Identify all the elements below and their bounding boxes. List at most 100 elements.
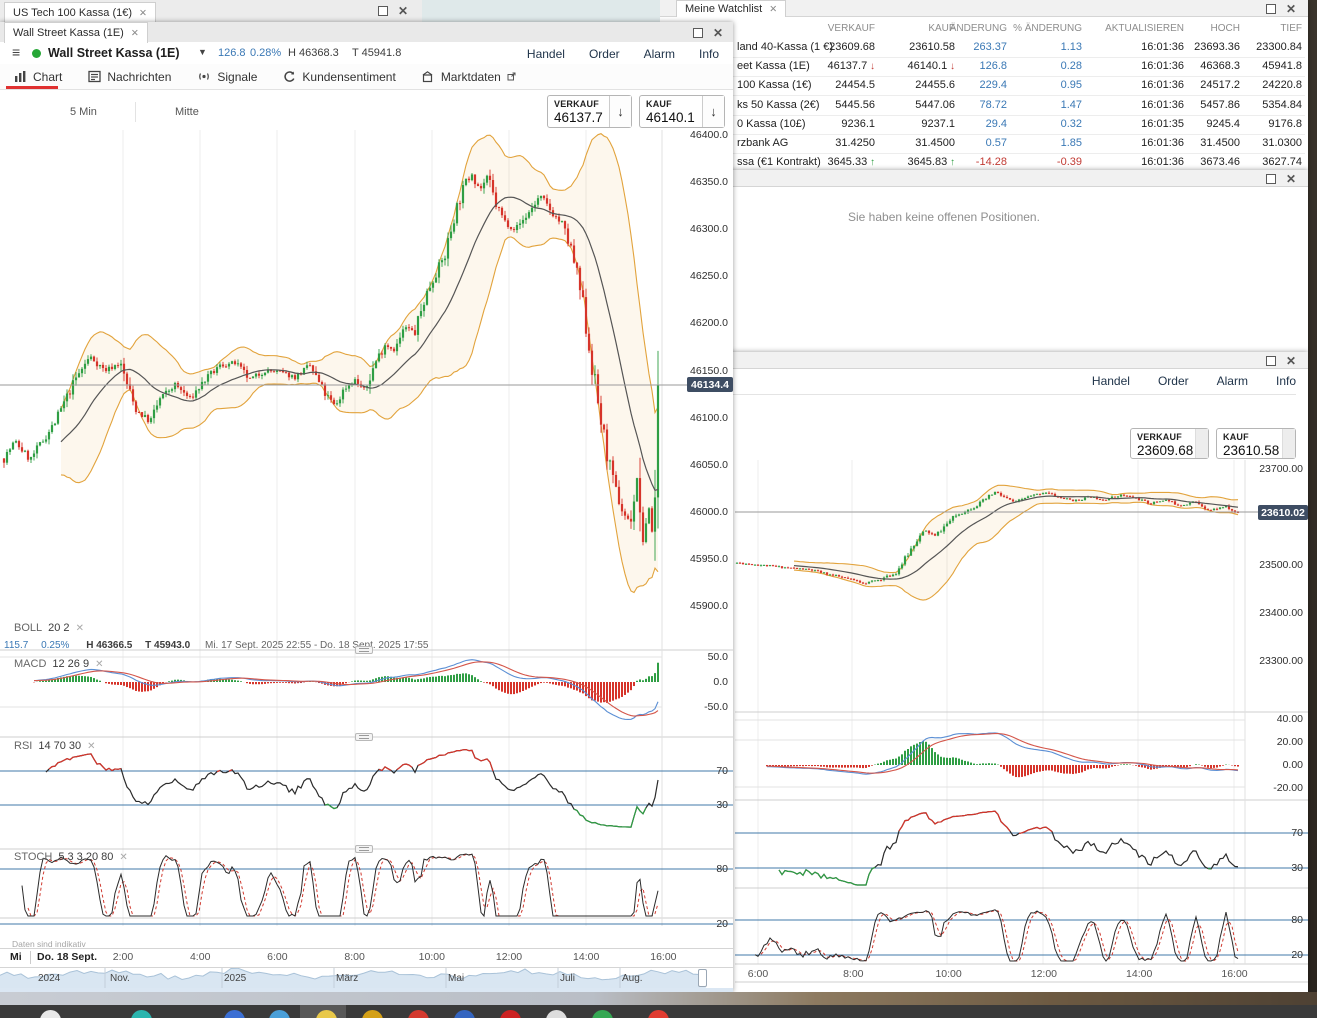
close-icon[interactable]: ✕ [139,7,147,19]
start-icon[interactable] [40,1010,61,1018]
app-lightblue-icon[interactable] [269,1010,290,1018]
close-icon[interactable]: ✕ [1285,172,1296,186]
instrument-name[interactable]: Wall Street Kassa (1E) [48,46,180,60]
watchlist-row[interactable]: rzbank AG 31.4250 31.4500 0.57 1.85 16:01:36 3… [660,134,1305,154]
pane-resize-handle[interactable] [355,733,373,741]
maximize-icon[interactable] [1265,174,1276,184]
menu-item-alarm[interactable]: Alarm [1216,374,1248,388]
column-header-0[interactable]: VERKAUF [827,23,875,34]
watchlist-row[interactable]: eet Kassa (1E) 46137.7 ↓ 46140.1 ↓ 126.8 0.2… [660,57,1305,78]
menu-item-info[interactable]: Info [1275,374,1296,388]
column-header-1[interactable]: KAUF [928,23,955,34]
axis-label: 40.00 [1276,713,1303,725]
buy-button[interactable]: KAUF 23610.58 [1216,428,1296,459]
app-gold-icon[interactable] [362,1010,383,1018]
buy-button[interactable]: KAUF 46140.1 ↓ [639,95,725,128]
maximize-icon[interactable] [692,28,703,38]
rsi-indicator-label[interactable]: RSI 14 70 30 ✕ [14,740,96,752]
close-icon[interactable]: ✕ [769,3,778,15]
time-tick: 8:00 [843,968,864,980]
column-header-5[interactable]: HOCH [1210,23,1240,34]
app-blue-2-icon[interactable] [454,1010,475,1018]
sell-button[interactable]: VERKAUF 46137.7 ↓ [547,95,632,128]
menu-item-order[interactable]: Order [588,47,620,61]
cell-aenderung: 229.4 [979,79,1007,92]
tab-marktdaten[interactable]: Marktdaten [422,70,516,84]
column-header-6[interactable]: TIEF [1280,23,1302,34]
menu-item-info[interactable]: Info [698,47,719,61]
time-tick: 8:00 [344,951,365,963]
boll-change: 115.7 [4,640,29,651]
menu-item-handel[interactable]: Handel [526,47,565,61]
axis-label: 30 [716,799,728,811]
app-active-yellow-icon[interactable] [316,1010,337,1018]
app-green-icon[interactable] [592,1010,613,1018]
menu-item-order[interactable]: Order [1157,374,1189,388]
app-red-1-icon[interactable] [408,1010,429,1018]
time-tick: 4:00 [189,951,211,963]
app-red-3-icon[interactable] [648,1010,669,1018]
watchlist-row[interactable]: 100 Kassa (1€) 24454.5 24455.6 229.4 0.95 16:… [660,76,1305,97]
menu-item-handel[interactable]: Handel [1091,374,1130,388]
app-red-2-icon[interactable] [500,1010,521,1018]
tab-wall-street[interactable]: Wall Street Kassa (1E) ✕ [4,22,148,43]
pane-resize-handle[interactable] [355,646,373,654]
boll-indicator-label[interactable]: BOLL 20 2 ✕ [14,622,84,634]
arrow-down-icon: ↓ [867,61,875,73]
instrument-name: ssa (€1 Kontrakt) [737,156,821,169]
sell-label: VERKAUF [1137,432,1182,442]
boll-high: H 46366.5 [86,640,133,651]
pane-resize-handle[interactable] [355,845,373,853]
watchlist-row[interactable]: 0 Kassa (10£) 9236.1 9237.1 29.4 0.32 16:01:3… [660,115,1305,135]
time-tick: 14:00 [573,951,600,963]
close-icon[interactable]: ✕ [75,623,84,634]
maximize-icon[interactable] [1265,4,1276,14]
tab-chart[interactable]: Chart [14,70,62,84]
cell-aenderung: 263.37 [973,41,1007,53]
tab-signale[interactable]: Signale [197,70,257,84]
tab-us-tech-100[interactable]: US Tech 100 Kassa (1€) ✕ [4,2,156,23]
close-icon[interactable]: ✕ [130,27,139,39]
watchlist-row[interactable]: land 40-Kassa (1 €) 23609.68 23610.58 263.3… [660,38,1305,58]
positions-titlebar[interactable] [660,170,1308,187]
chevron-down-icon[interactable]: ▼ [198,47,207,57]
close-icon[interactable]: ✕ [1285,2,1296,16]
macd-indicator-label[interactable]: MACD 12 26 9 ✕ [14,658,104,670]
close-icon[interactable]: ✕ [712,26,723,40]
chart-navigator[interactable]: 2024 Nov. 2025 März Mai Juli Aug. [0,966,733,988]
right-chart-titlebar[interactable] [660,352,1308,369]
watchlist-titlebar[interactable] [660,0,1308,17]
close-icon[interactable]: ✕ [87,741,96,752]
column-header-2[interactable]: ÄNDERUNG [949,23,1007,34]
time-axis-date: Do. 18 Sept. [37,951,98,963]
cell-tief: 31.0300 [1262,137,1302,149]
app-white-icon[interactable] [546,1010,567,1018]
close-icon[interactable]: ✕ [95,659,104,670]
maximize-icon[interactable] [377,6,388,16]
taskbar[interactable] [0,1005,1317,1018]
stoch-indicator-label[interactable]: STOCH 5 3 3 20 80 ✕ [14,851,128,863]
navigator-label: Aug. [622,973,643,984]
close-icon[interactable]: ✕ [119,852,128,863]
tab-nachrichten[interactable]: Nachrichten [88,70,171,84]
close-icon[interactable]: ✕ [1285,354,1296,368]
boll-info-line: 115.7 0.25% H 46366.5 T 45943.0 Mi. 17 S… [4,640,428,651]
tab-meine-watchlist[interactable]: Meine Watchlist ✕ [676,0,787,17]
navigator-handle[interactable] [698,969,707,987]
interval-select[interactable]: 5 Min [70,106,97,118]
time-tick: 12:00 [495,951,523,963]
sell-button[interactable]: VERKAUF 23609.68 [1130,428,1209,459]
maximize-icon[interactable] [1265,356,1276,366]
tab-kundensentiment[interactable]: Kundensentiment [283,70,396,84]
app-teal-icon[interactable] [131,1010,152,1018]
horizontal-scrollbar[interactable] [0,988,733,992]
watchlist-row[interactable]: ks 50 Kassa (2€) 5445.56 5447.06 78.72 1.47 1… [660,96,1305,116]
app-blue-1-icon[interactable] [224,1010,245,1018]
menu-item-alarm[interactable]: Alarm [643,47,675,61]
column-header-3[interactable]: % ÄNDERUNG [1013,23,1082,34]
line-style-select[interactable]: Mitte [175,106,199,118]
close-icon[interactable]: ✕ [397,4,408,18]
column-header-4[interactable]: AKTUALISIEREN [1105,23,1184,34]
cell-aenderung: 0.57 [985,137,1007,149]
hamburger-icon[interactable]: ≡ [12,44,21,60]
